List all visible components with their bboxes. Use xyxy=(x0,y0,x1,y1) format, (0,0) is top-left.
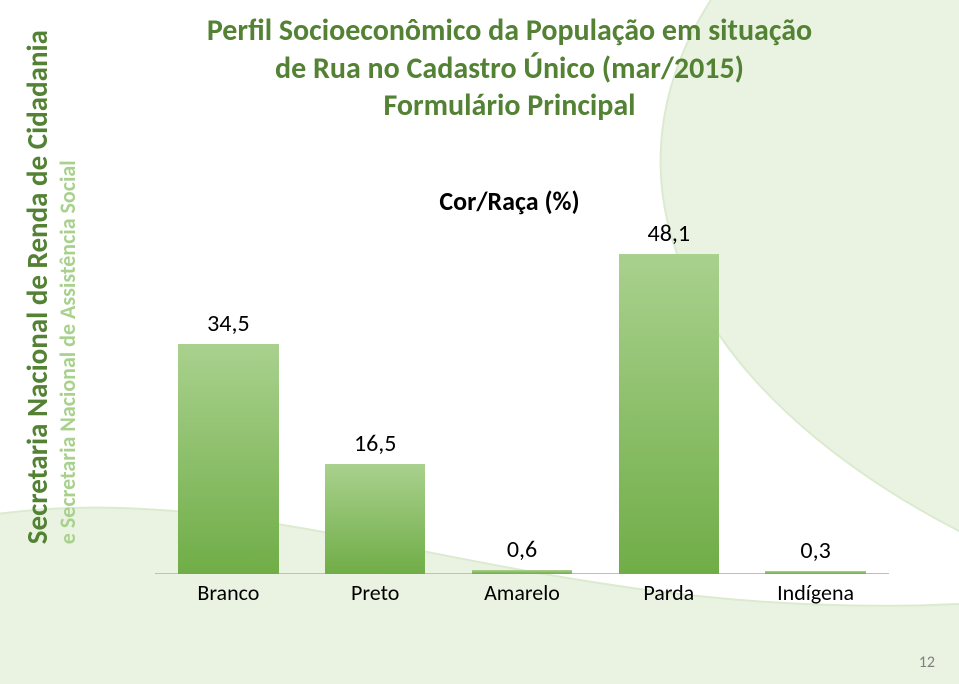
bar xyxy=(765,571,865,574)
bar-category-label: Parda xyxy=(599,579,738,606)
bar-slot: 0,3Indígena xyxy=(746,536,885,574)
bar-value-label: 16,5 xyxy=(354,429,396,458)
title-line1: Perfil Socioeconômico da População em si… xyxy=(207,12,812,49)
bar-value-label: 0,3 xyxy=(800,536,830,565)
page-number: 12 xyxy=(919,653,935,672)
bar-value-label: 34,5 xyxy=(207,309,249,338)
bar-value-label: 0,6 xyxy=(507,535,537,564)
sidebar-line1: Secretaria Nacional de Renda de Cidadani… xyxy=(19,30,55,544)
main-title: Perfil Socioeconômico da População em si… xyxy=(100,12,919,125)
bar-category-label: Indígena xyxy=(746,579,885,606)
chart-title: Cor/Raça (%) xyxy=(100,185,919,217)
bar-slot: 34,5Branco xyxy=(159,309,298,574)
title-line2: de Rua no Cadastro Único (mar/2015) xyxy=(275,50,744,87)
bar xyxy=(178,344,278,574)
bar xyxy=(325,464,425,574)
sidebar-org-names: Secretaria Nacional de Renda de Cidadani… xyxy=(20,30,81,544)
bar xyxy=(619,254,719,574)
bar xyxy=(472,570,572,574)
bar-category-label: Amarelo xyxy=(452,579,591,606)
title-line3: Formulário Principal xyxy=(383,87,635,124)
sidebar-line2: e Secretaria Nacional de Assistência Soc… xyxy=(54,160,81,544)
bar-slot: 16,5Preto xyxy=(305,429,444,574)
bar-slot: 0,6Amarelo xyxy=(452,535,591,574)
bar-category-label: Preto xyxy=(305,579,444,606)
bar-category-label: Branco xyxy=(159,579,298,606)
bar-slot: 48,1Parda xyxy=(599,219,738,574)
bar-value-label: 48,1 xyxy=(648,219,690,248)
bar-chart: 34,5Branco16,5Preto0,6Amarelo48,1Parda0,… xyxy=(155,230,889,604)
